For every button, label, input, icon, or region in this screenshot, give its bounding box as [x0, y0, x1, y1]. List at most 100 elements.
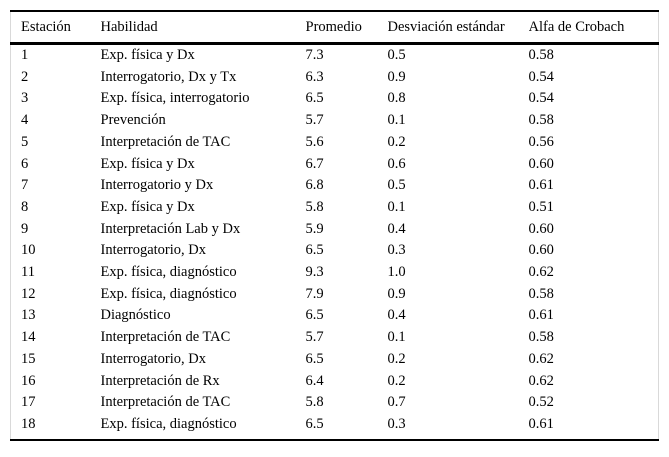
cell-promedio: 6.3 [305, 68, 324, 85]
table-row: 8 Exp. física y Dx 5.8 0.1 0.51 [11, 197, 659, 219]
table-row: 11 Exp. física, diagnóstico 9.3 1.0 0.62 [11, 262, 659, 284]
cell-estacion: 15 [21, 350, 36, 367]
cell-desviacion: 0.8 [387, 90, 406, 107]
table-row: 3 Exp. física, interrogatorio 6.5 0.8 0.… [11, 88, 659, 110]
cell-habilidad: Interpretación de TAC [100, 133, 231, 150]
cell-habilidad: Exp. física y Dx [100, 198, 195, 215]
col-header-estacion: Estación [10, 11, 101, 45]
cell-desviacion: 0.5 [387, 177, 406, 194]
cell-estacion: 4 [21, 112, 29, 129]
cell-desviacion: 0.5 [387, 47, 406, 63]
cell-estacion: 16 [21, 372, 36, 389]
cell-promedio: 6.5 [305, 350, 324, 367]
cell-desviacion: 0.1 [387, 112, 406, 129]
cell-desviacion: 0.6 [387, 155, 406, 172]
cell-alfa: 0.51 [528, 198, 554, 215]
cell-promedio: 5.8 [305, 198, 324, 215]
cell-alfa: 0.58 [528, 285, 554, 302]
col-header-alfa: Alfa de Crobach [528, 11, 659, 45]
table-row: 5 Interpretación de TAC 5.6 0.2 0.56 [11, 132, 659, 154]
cell-promedio: 7.9 [305, 285, 324, 302]
cell-desviacion: 0.3 [387, 415, 406, 432]
cell-habilidad: Interpretación Lab y Dx [100, 220, 241, 237]
col-header-promedio: Promedio [305, 11, 388, 45]
table-row: 12 Exp. física, diagnóstico 7.9 0.9 0.58 [11, 284, 659, 306]
cell-alfa: 0.54 [528, 90, 554, 107]
cell-promedio: 6.7 [305, 155, 324, 172]
cell-alfa: 0.58 [528, 329, 554, 346]
osce-stations-table: Estación Habilidad Promedio Desviación e… [10, 10, 659, 441]
cell-habilidad: Interrogatorio, Dx [100, 350, 207, 367]
table-row: 9 Interpretación Lab y Dx 5.9 0.4 0.60 [11, 219, 659, 241]
cell-desviacion: 0.1 [387, 198, 406, 215]
cell-estacion: 6 [21, 155, 29, 172]
cell-habilidad: Exp. física, diagnóstico [100, 285, 237, 302]
cell-desviacion: 0.9 [387, 285, 406, 302]
cell-estacion: 1 [21, 47, 29, 63]
cell-estacion: 5 [21, 133, 29, 150]
col-header-habilidad: Habilidad [100, 11, 306, 45]
cell-alfa: 0.58 [528, 47, 554, 63]
table-row: 15 Interrogatorio, Dx 6.5 0.2 0.62 [11, 349, 659, 371]
cell-alfa: 0.61 [528, 177, 554, 194]
cell-habilidad: Exp. física, interrogatorio [100, 90, 250, 107]
cell-habilidad: Exp. física y Dx [100, 155, 195, 172]
cell-alfa: 0.54 [528, 68, 554, 85]
cell-estacion: 7 [21, 177, 29, 194]
table-row: 10 Interrogatorio, Dx 6.5 0.3 0.60 [11, 240, 659, 262]
cell-habilidad: Interrogatorio y Dx [100, 177, 214, 194]
table-row: 6 Exp. física y Dx 6.7 0.6 0.60 [11, 154, 659, 176]
cell-alfa: 0.61 [528, 415, 554, 432]
table-row: 1 Exp. física y Dx 7.3 0.5 0.58 [11, 44, 659, 67]
cell-estacion: 11 [21, 264, 35, 281]
cell-desviacion: 0.1 [387, 329, 406, 346]
cell-promedio: 6.5 [305, 307, 324, 324]
cell-alfa: 0.58 [528, 112, 554, 129]
cell-desviacion: 0.9 [387, 68, 406, 85]
cell-alfa: 0.56 [528, 133, 554, 150]
table-row: 17 Interpretación de TAC 5.8 0.7 0.52 [11, 392, 659, 414]
cell-desviacion: 0.4 [387, 307, 406, 324]
cell-estacion: 2 [21, 68, 29, 85]
table-row: 16 Interpretación de Rx 6.4 0.2 0.62 [11, 371, 659, 393]
table-row: 13 Diagnóstico 6.5 0.4 0.61 [11, 305, 659, 327]
cell-promedio: 5.6 [305, 133, 324, 150]
cell-alfa: 0.52 [528, 394, 554, 411]
cell-promedio: 6.5 [305, 242, 324, 259]
cell-promedio: 6.5 [305, 415, 324, 432]
cell-estacion: 3 [21, 90, 29, 107]
cell-habilidad: Interpretación de TAC [100, 394, 231, 411]
cell-habilidad: Diagnóstico [100, 307, 171, 324]
cell-habilidad: Exp. física y Dx [100, 47, 195, 63]
cell-promedio: 5.8 [305, 394, 324, 411]
cell-alfa: 0.61 [528, 307, 554, 324]
cell-promedio: 6.8 [305, 177, 324, 194]
table-row: 4 Prevención 5.7 0.1 0.58 [11, 110, 659, 132]
cell-habilidad: Interpretación de TAC [100, 329, 231, 346]
cell-estacion: 13 [21, 307, 36, 324]
cell-estacion: 10 [21, 242, 36, 259]
cell-alfa: 0.62 [528, 372, 554, 389]
cell-estacion: 8 [21, 198, 29, 215]
cell-desviacion: 0.2 [387, 133, 406, 150]
cell-desviacion: 0.3 [387, 242, 406, 259]
cell-estacion: 14 [21, 329, 36, 346]
cell-desviacion: 0.4 [387, 220, 406, 237]
table-body: 1 Exp. física y Dx 7.3 0.5 0.58 2 Interr… [11, 44, 659, 440]
cell-promedio: 9.3 [305, 264, 324, 281]
cell-habilidad: Interrogatorio, Dx [100, 242, 207, 259]
col-header-desviacion: Desviación estándar [387, 11, 529, 45]
cell-alfa: 0.60 [528, 155, 554, 172]
cell-habilidad: Interrogatorio, Dx y Tx [100, 68, 237, 85]
cell-alfa: 0.60 [528, 242, 554, 259]
table-row: 18 Exp. física, diagnóstico 6.5 0.3 0.61 [11, 414, 659, 440]
cell-estacion: 9 [21, 220, 29, 237]
cell-desviacion: 0.7 [387, 394, 406, 411]
cell-estacion: 18 [21, 415, 36, 432]
header-row: Estación Habilidad Promedio Desviación e… [10, 11, 659, 45]
cell-habilidad: Exp. física, diagnóstico [100, 264, 237, 281]
cell-alfa: 0.62 [528, 350, 554, 367]
cell-habilidad: Exp. física, diagnóstico [100, 415, 237, 432]
cell-desviacion: 0.2 [387, 372, 406, 389]
